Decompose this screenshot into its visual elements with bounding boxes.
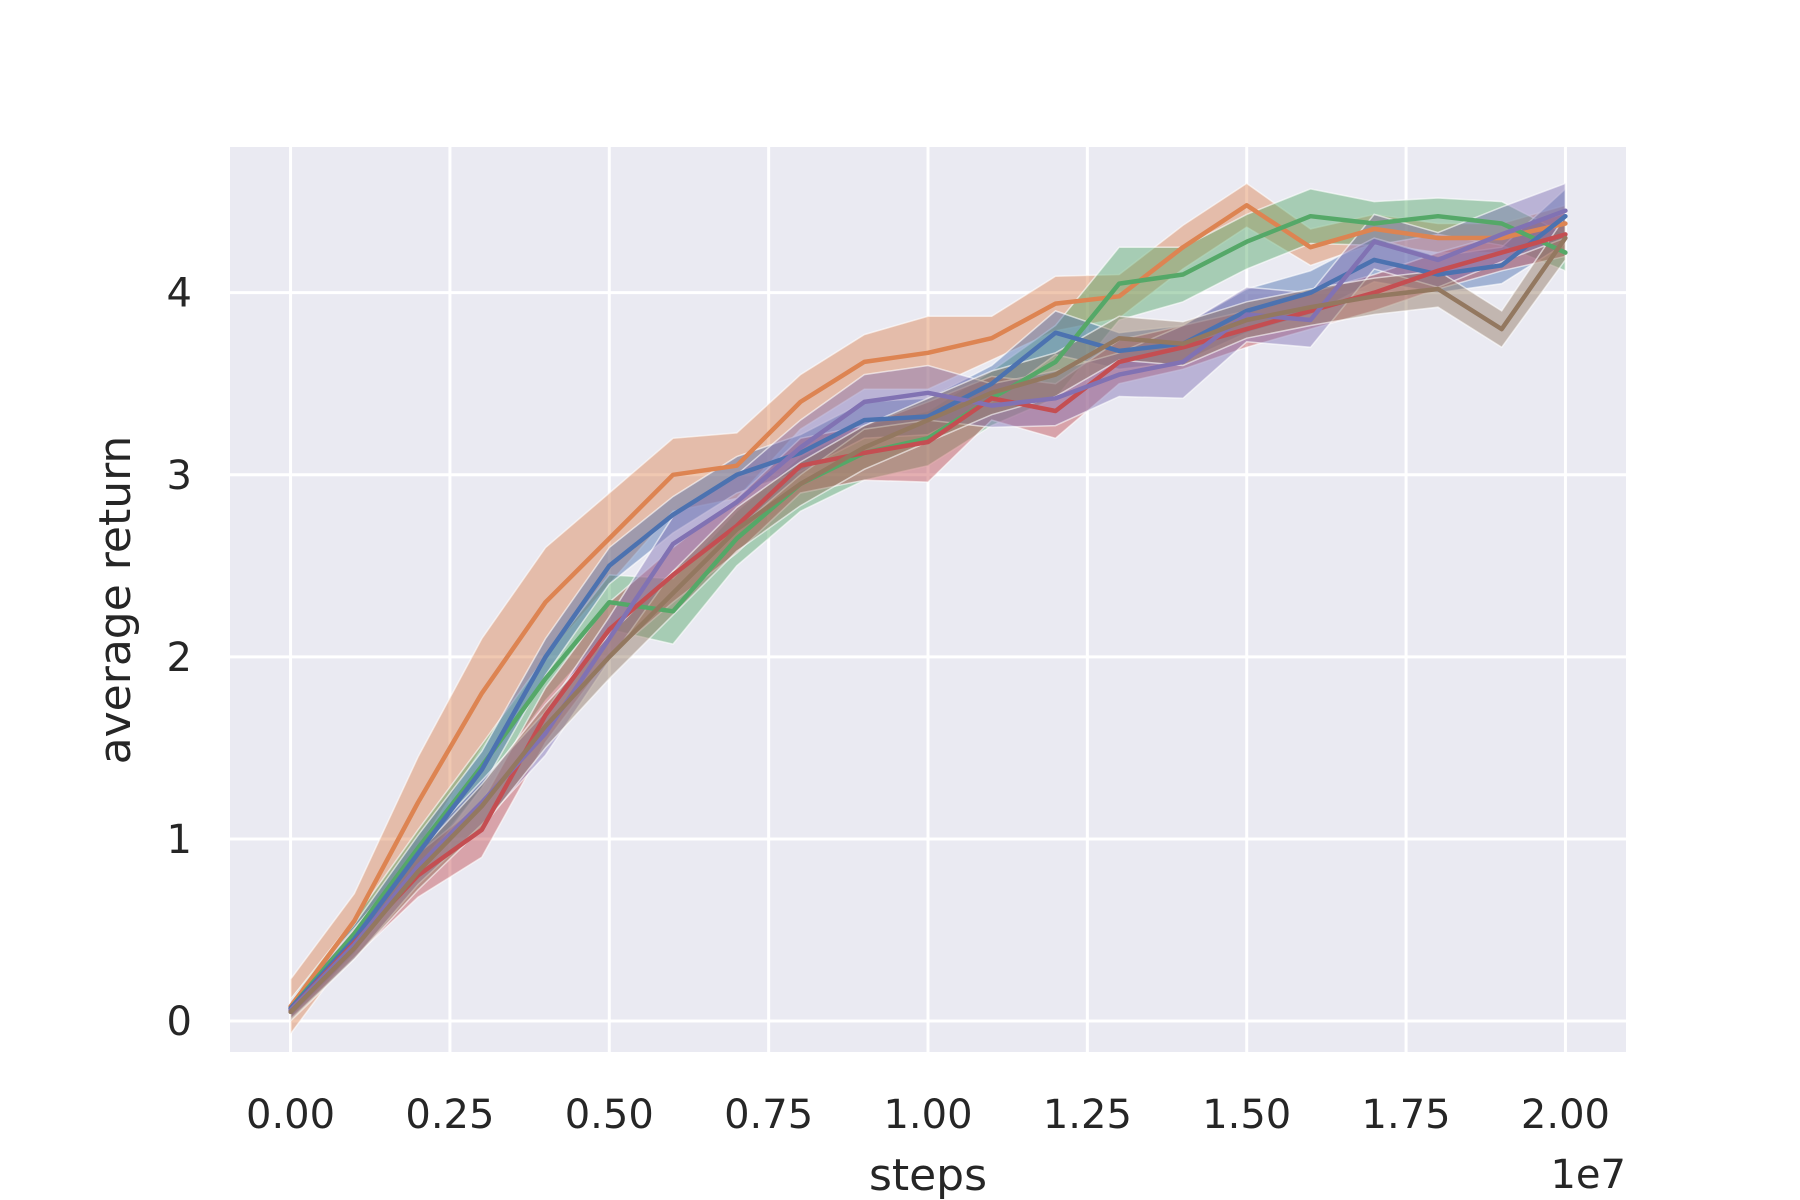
tick-labels: 0.00 0.25 0.50 0.75 1.00 1.25 1.50 1.75 2.00 0 1 2 3… [167, 271, 1610, 1138]
x-tick-label-6: 1.50 [1202, 1092, 1291, 1138]
x-tick-label-8: 2.00 [1521, 1092, 1610, 1138]
y-tick-label-2: 2 [167, 635, 192, 681]
series-1-line [288, 213, 1568, 1011]
x-tick-label-1: 0.25 [405, 1092, 494, 1138]
x-tick-label-5: 1.25 [1043, 1092, 1132, 1138]
series-5-line [288, 235, 1568, 1015]
y-tick-label-3: 3 [167, 453, 192, 499]
series-0-line [288, 203, 1568, 1009]
x-axis-label: steps [869, 1150, 987, 1200]
series-lines [288, 203, 1568, 1015]
x-tick-label-2: 0.50 [565, 1092, 654, 1138]
x-axis-offset-label: 1e7 [1550, 1152, 1626, 1198]
y-axis-label: average return [90, 436, 141, 765]
grid-lines [230, 147, 1626, 1052]
x-tick-label-4: 1.00 [883, 1092, 972, 1138]
x-tick-label-3: 0.75 [724, 1092, 813, 1138]
x-tick-label-0: 0.00 [246, 1092, 335, 1138]
series-5-band [289, 213, 1567, 1023]
x-tick-label-7: 1.75 [1362, 1092, 1451, 1138]
series-1-band [289, 188, 1567, 1020]
y-tick-label-1: 1 [167, 817, 192, 863]
y-tick-label-0: 0 [167, 999, 192, 1045]
y-tick-label-4: 4 [167, 271, 192, 317]
